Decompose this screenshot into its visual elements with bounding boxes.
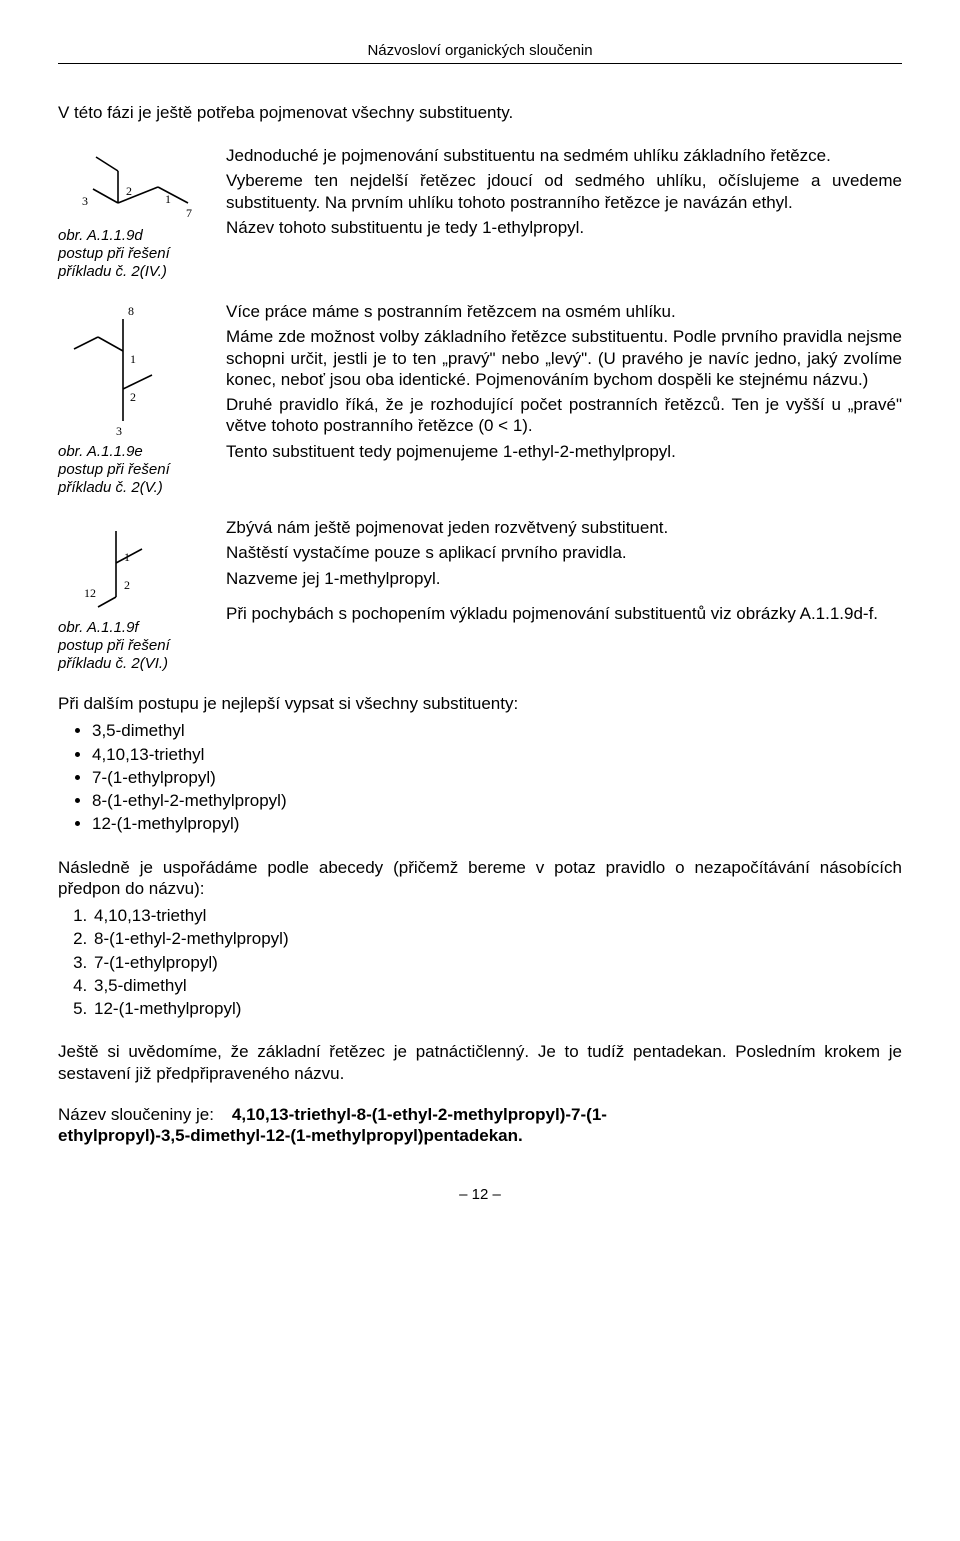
list-item: 12-(1-methylpropyl)	[92, 998, 902, 1019]
structure-9f-icon: 1 2 12	[58, 517, 198, 617]
row-1: 1 2 3 7 obr. A.1.1.9d postup při řešení …	[58, 145, 902, 281]
svg-text:12: 12	[84, 586, 96, 600]
structure-9e-icon: 8 1 2 3	[58, 301, 198, 441]
caption-9f: obr. A.1.1.9f postup při řešení příkladu…	[58, 619, 218, 673]
figure-9e: 8 1 2 3 obr. A.1.1.9e postup při řešení …	[58, 301, 226, 497]
text-block-3: Zbývá nám ještě pojmenovat jeden rozvětv…	[226, 517, 902, 628]
order-lead: Následně je uspořádáme podle abecedy (př…	[58, 857, 902, 900]
figure-9f: 1 2 12 obr. A.1.1.9f postup při řešení p…	[58, 517, 226, 673]
paragraph-pentadekan: Ještě si uvědomíme, že základní řetězec …	[58, 1041, 902, 1084]
page-header: Názvosloví organických sloučenin	[58, 42, 902, 64]
svg-text:3: 3	[82, 194, 88, 208]
subst-list: 3,5-dimethyl 4,10,13-triethyl 7-(1-ethyl…	[92, 720, 902, 834]
list-item: 3,5-dimethyl	[92, 975, 902, 996]
svg-text:1: 1	[165, 192, 171, 206]
svg-text:1: 1	[130, 352, 136, 366]
intro-text: V této fázi je ještě potřeba pojmenovat …	[58, 102, 902, 123]
svg-text:8: 8	[128, 304, 134, 318]
svg-text:2: 2	[124, 578, 130, 592]
subst-lead: Při dalším postupu je nejlepší vypsat si…	[58, 693, 902, 714]
row-3: 1 2 12 obr. A.1.1.9f postup při řešení p…	[58, 517, 902, 673]
text-block-2: Více práce máme s postranním řetězcem na…	[226, 301, 902, 466]
svg-text:3: 3	[116, 424, 122, 438]
svg-text:2: 2	[126, 184, 132, 198]
text-block-1: Jednoduché je pojmenování substituentu n…	[226, 145, 902, 242]
order-list: 4,10,13-triethyl 8-(1-ethyl-2-methylprop…	[92, 905, 902, 1019]
list-item: 3,5-dimethyl	[92, 720, 902, 741]
list-item: 7-(1-ethylpropyl)	[92, 767, 902, 788]
list-item: 8-(1-ethyl-2-methylpropyl)	[92, 790, 902, 811]
caption-9d: obr. A.1.1.9d postup při řešení příkladu…	[58, 227, 218, 281]
caption-9e: obr. A.1.1.9e postup při řešení příkladu…	[58, 443, 218, 497]
svg-text:7: 7	[186, 206, 192, 220]
svg-text:1: 1	[124, 550, 130, 564]
list-item: 4,10,13-triethyl	[92, 905, 902, 926]
page-number: – 12 –	[58, 1186, 902, 1205]
figure-9d: 1 2 3 7 obr. A.1.1.9d postup při řešení …	[58, 145, 226, 281]
row-2: 8 1 2 3 obr. A.1.1.9e postup při řešení …	[58, 301, 902, 497]
list-item: 7-(1-ethylpropyl)	[92, 952, 902, 973]
list-item: 12-(1-methylpropyl)	[92, 813, 902, 834]
list-item: 8-(1-ethyl-2-methylpropyl)	[92, 928, 902, 949]
final-name-line: Název sloučeniny je:4,10,13-triethyl-8-(…	[58, 1104, 902, 1147]
structure-9d-icon: 1 2 3 7	[58, 145, 198, 225]
svg-text:2: 2	[130, 390, 136, 404]
list-item: 4,10,13-triethyl	[92, 744, 902, 765]
